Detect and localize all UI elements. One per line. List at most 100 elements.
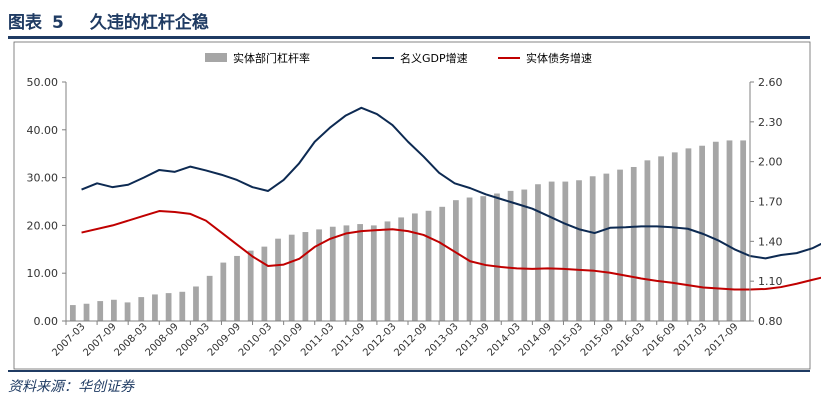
bar	[589, 176, 596, 321]
bar	[411, 213, 418, 321]
bar	[726, 140, 733, 321]
bar	[644, 160, 651, 321]
x-tick-label: 2015-09	[579, 321, 616, 358]
bar	[302, 232, 309, 321]
x-tick-label: 2016-09	[641, 321, 678, 358]
x-tick-label: 2011-09	[330, 321, 367, 358]
bar	[97, 301, 104, 321]
bar	[630, 166, 637, 321]
figure-number: 5	[52, 13, 64, 33]
bar	[671, 152, 678, 321]
legend: 实体部门杠杆率 名义GDP增速 实体债务增速	[205, 51, 592, 65]
bar	[562, 181, 569, 321]
x-tick-label: 2008-09	[144, 321, 181, 358]
left-tick-label: 50.00	[27, 76, 59, 89]
x-tick-label: 2013-09	[455, 321, 492, 358]
right-tick-label: 2.60	[758, 76, 783, 89]
x-tick-label: 2012-03	[361, 321, 398, 358]
bar	[206, 275, 213, 321]
bar	[384, 221, 391, 321]
legend-label-debt: 实体债务增速	[526, 51, 592, 65]
bar	[193, 286, 199, 321]
bar	[507, 190, 514, 321]
legend-label-gdp: 名义GDP增速	[400, 51, 468, 65]
bar	[425, 210, 432, 321]
x-tick-label: 2011-03	[299, 321, 336, 358]
figure-heading: 久违的杠杆企稳	[89, 13, 209, 33]
figure-title: 图表 5 久违的杠杆企稳	[8, 8, 209, 33]
left-tick-label: 0.00	[34, 315, 59, 328]
x-tick-label: 2014-09	[517, 321, 554, 358]
x-tick-label: 2009-03	[175, 321, 212, 358]
bar	[83, 303, 90, 321]
bar	[576, 180, 582, 321]
bar	[316, 229, 322, 321]
figure-label: 图表	[8, 13, 42, 33]
x-tick-label: 2012-09	[392, 321, 429, 358]
bar	[220, 262, 227, 321]
bar	[439, 206, 446, 321]
bar	[603, 173, 610, 321]
top-rule	[8, 36, 810, 39]
right-tick-label: 1.70	[758, 196, 783, 209]
left-tick-label: 40.00	[27, 124, 59, 137]
line-gdp	[81, 106, 821, 260]
bar	[370, 225, 377, 321]
bar	[343, 225, 350, 321]
bar	[69, 305, 76, 321]
bar	[329, 226, 336, 321]
left-tick-label: 20.00	[27, 219, 59, 232]
bar	[261, 246, 268, 321]
x-tick-label: 2007-09	[81, 321, 118, 358]
bar	[658, 156, 664, 321]
plot-frame	[13, 41, 811, 370]
bar	[288, 234, 295, 321]
bar	[548, 181, 555, 321]
x-tick-label: 2010-03	[237, 321, 274, 358]
x-tick-label: 2010-09	[268, 321, 305, 358]
bar	[494, 193, 500, 321]
bar	[357, 224, 363, 321]
bottom-rule	[8, 370, 810, 372]
x-tick-label: 2016-03	[610, 321, 647, 358]
bar	[138, 297, 145, 321]
bar	[617, 169, 623, 321]
x-tick-label: 2013-03	[423, 321, 460, 358]
bar	[179, 291, 186, 321]
bar	[124, 302, 131, 321]
bar	[453, 200, 459, 321]
bar	[466, 197, 473, 321]
left-tick-label: 10.00	[27, 267, 59, 280]
x-tick-label: 2014-03	[486, 321, 523, 358]
line-debt	[81, 210, 821, 291]
bar	[521, 189, 528, 321]
right-tick-label: 1.40	[758, 235, 783, 248]
left-tick-label: 30.00	[27, 172, 59, 185]
bar	[247, 250, 254, 321]
right-tick-label: 2.00	[758, 156, 783, 169]
right-tick-label: 1.10	[758, 275, 783, 288]
bar	[740, 140, 747, 321]
bar	[398, 217, 405, 321]
x-tick-label: 2015-03	[548, 321, 585, 358]
x-tick-label: 2017-03	[672, 321, 709, 358]
right-tick-label: 2.30	[758, 116, 783, 129]
bar	[275, 238, 281, 321]
x-tick-label: 2017-09	[703, 321, 740, 358]
bar	[685, 148, 692, 321]
bar	[234, 255, 240, 321]
line-series	[81, 106, 821, 291]
legend-label-bar: 实体部门杠杆率	[233, 51, 310, 65]
x-tick-label: 2008-03	[113, 321, 150, 358]
bar	[712, 141, 719, 321]
bar	[152, 294, 158, 321]
source-note: 资料来源：华创证券	[8, 379, 134, 395]
right-tick-label: 0.80	[758, 315, 783, 328]
bar	[165, 293, 172, 321]
bar	[111, 299, 117, 321]
x-tick-label: 2009-09	[206, 321, 243, 358]
bar	[535, 184, 541, 321]
bar	[480, 196, 487, 321]
legend-swatch-bar	[205, 53, 227, 62]
